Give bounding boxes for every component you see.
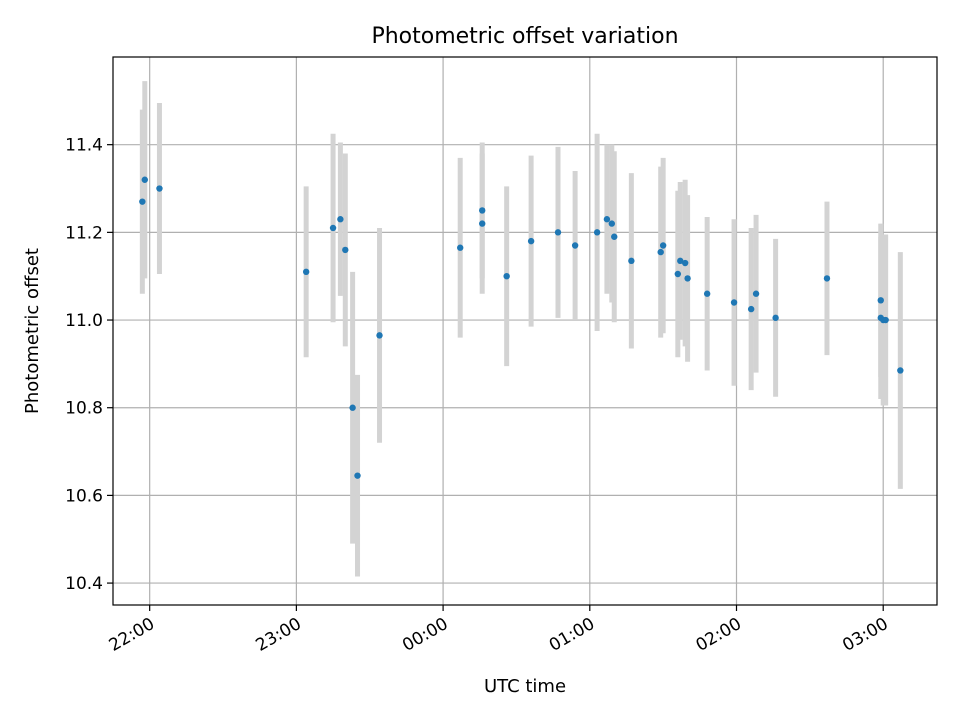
data-point	[349, 404, 356, 411]
y-tick-label: 11.0	[65, 311, 103, 331]
data-point	[730, 299, 738, 306]
data-point	[479, 207, 486, 214]
data-point	[593, 229, 601, 236]
data-point	[752, 290, 760, 297]
data-point	[681, 259, 689, 267]
data-point	[376, 332, 383, 339]
data-point	[156, 185, 163, 192]
data-point	[608, 220, 616, 227]
data-point	[503, 273, 510, 280]
x-axis-label: UTC time	[484, 676, 566, 697]
data-point	[611, 233, 618, 240]
y-tick-label: 10.4	[65, 574, 103, 594]
data-point	[342, 246, 349, 254]
data-points	[139, 176, 904, 479]
chart-title: Photometric offset variation	[371, 24, 678, 49]
data-point	[674, 270, 682, 278]
data-point	[141, 176, 148, 183]
data-point	[657, 248, 664, 256]
data-point	[628, 257, 635, 265]
y-tick-label: 10.6	[65, 486, 103, 506]
data-point	[897, 367, 904, 374]
data-point	[684, 275, 691, 282]
data-point	[479, 220, 486, 227]
data-point	[457, 244, 464, 251]
grid-lines	[113, 57, 937, 605]
data-point	[527, 237, 535, 245]
data-point	[603, 216, 611, 223]
data-point	[302, 268, 310, 276]
data-point	[747, 305, 755, 313]
data-point	[329, 224, 337, 232]
data-point	[554, 229, 562, 236]
data-point	[354, 472, 361, 479]
data-point	[139, 198, 146, 205]
data-point	[877, 297, 884, 304]
plot-frame	[112, 56, 938, 606]
data-point	[659, 242, 667, 249]
y-tick-label: 11.4	[65, 136, 103, 156]
data-point	[772, 314, 779, 322]
data-point	[703, 290, 711, 297]
data-point	[823, 275, 831, 282]
y-tick-label: 11.2	[65, 223, 103, 243]
data-point	[677, 257, 684, 265]
data-point	[882, 316, 889, 324]
y-axis-label: Photometric offset	[22, 248, 43, 414]
data-point	[571, 242, 579, 249]
y-tick-label: 10.8	[65, 399, 103, 419]
data-point	[337, 216, 344, 223]
